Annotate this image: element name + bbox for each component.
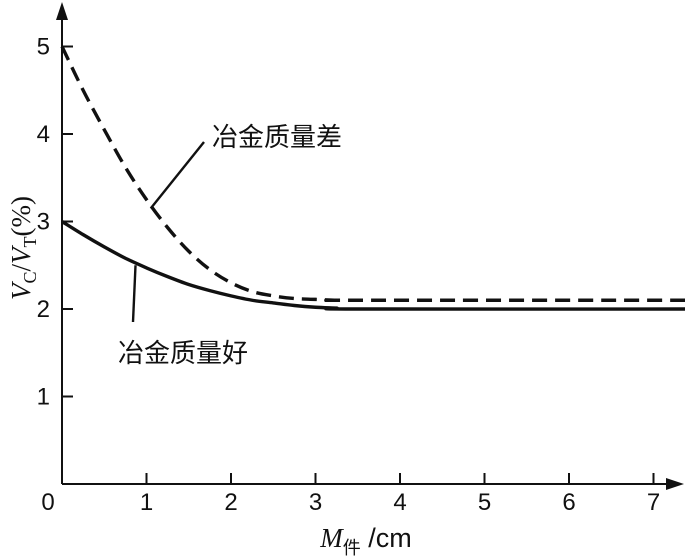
y-tick-label: 5 xyxy=(37,34,50,61)
x-axis-title: M件 /cm xyxy=(319,523,412,558)
y-tick-label: 3 xyxy=(37,209,50,236)
x-tick-label: 5 xyxy=(478,489,491,516)
x-tick-label: 3 xyxy=(309,489,322,516)
series-line-good-quality xyxy=(61,220,685,311)
annotation-leader xyxy=(149,141,205,210)
x-tick-label: 4 xyxy=(393,489,406,516)
x-tick-label: 6 xyxy=(562,489,575,516)
annotation-label: 冶金质量差 xyxy=(212,123,342,153)
ticks: 0 1 2 3 4 5 6 7 1 2 3 4 5 xyxy=(37,34,661,517)
x-tick-label: 1 xyxy=(140,489,153,516)
y-tick-label: 1 xyxy=(37,384,50,411)
y-axis-arrow-icon xyxy=(56,2,68,20)
y-tick-label: 2 xyxy=(37,296,50,323)
annotation-leader xyxy=(131,265,137,323)
y-tick-label: 4 xyxy=(37,121,50,148)
annotation-label: 冶金质量好 xyxy=(118,339,248,369)
x-tick-label: 2 xyxy=(224,489,237,516)
x-axis-arrow-icon xyxy=(666,478,684,490)
series-line-poor-quality xyxy=(60,45,685,303)
x-tick-label: 7 xyxy=(647,489,660,516)
series-layer xyxy=(60,45,685,311)
y-axis-title: VC/VT(%) xyxy=(6,196,40,300)
origin-label: 0 xyxy=(41,489,54,516)
